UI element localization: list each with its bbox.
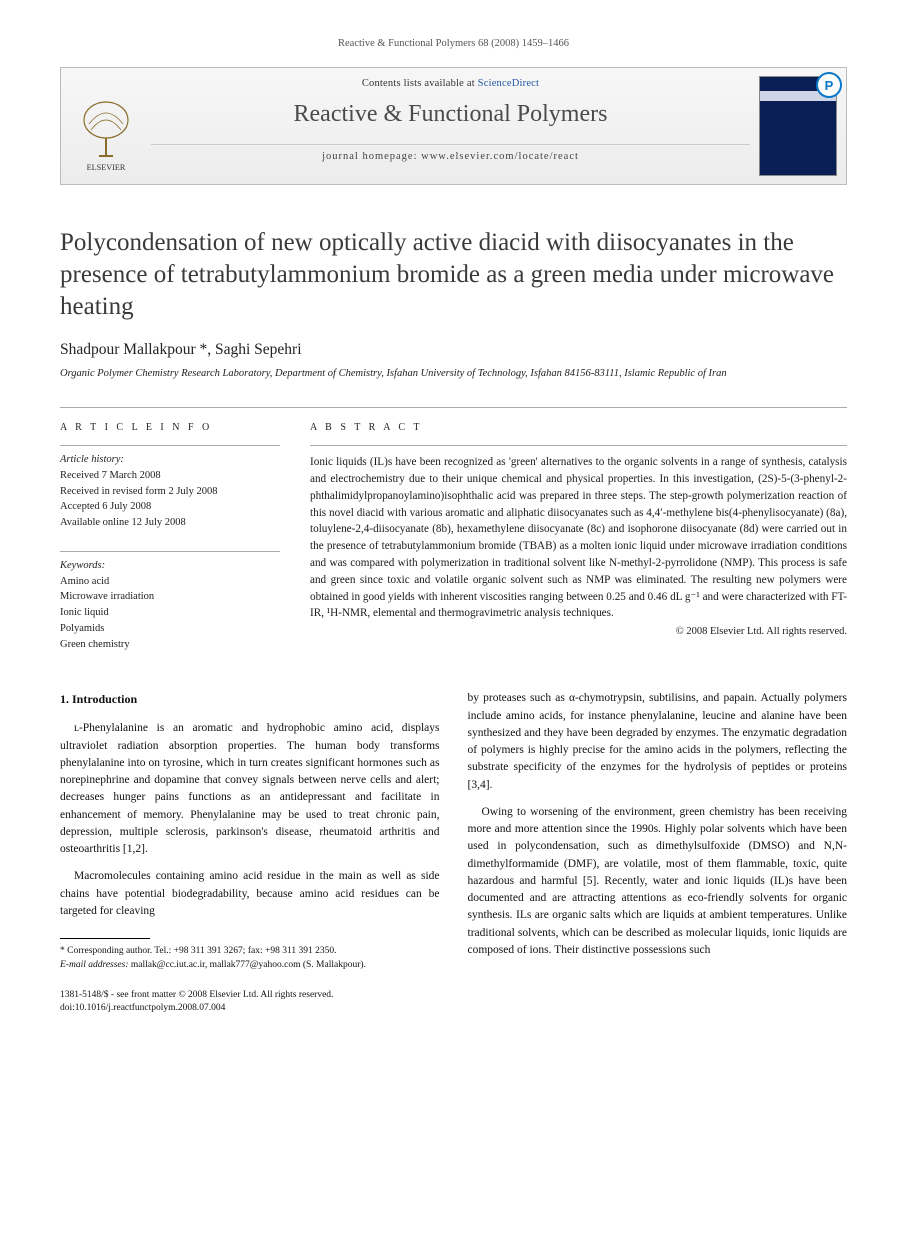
corresponding-author-note: * Corresponding author. Tel.: +98 311 39… (60, 945, 440, 959)
history-line: Accepted 6 July 2008 (60, 501, 151, 512)
keyword: Amino acid (60, 576, 109, 587)
peer-review-badge-icon: P (816, 72, 842, 98)
email-addresses[interactable]: mallak@cc.iut.ac.ir, mallak777@yahoo.com… (129, 960, 366, 970)
body-paragraph: ʟ-Phenylalanine is an aromatic and hydro… (60, 720, 440, 858)
keywords-block: Keywords: Amino acid Microwave irradiati… (60, 551, 280, 653)
article-title: Polycondensation of new optically active… (60, 227, 847, 323)
body-column-left: 1. Introduction ʟ-Phenylalanine is an ar… (60, 690, 440, 1015)
doi-line[interactable]: doi:10.1016/j.reactfunctpolym.2008.07.00… (60, 1002, 440, 1015)
abstract-copyright: © 2008 Elsevier Ltd. All rights reserved… (310, 626, 847, 637)
front-matter-line: 1381-5148/$ - see front matter © 2008 El… (60, 989, 440, 1016)
contents-prefix: Contents lists available at (362, 78, 478, 89)
history-label: Article history: (60, 454, 124, 465)
journal-homepage-line: journal homepage: www.elsevier.com/locat… (151, 144, 750, 168)
email-line: E-mail addresses: mallak@cc.iut.ac.ir, m… (60, 959, 440, 973)
abstract-text: Ionic liquids (IL)s have been recognized… (310, 445, 847, 622)
corr-label: * Corresponding author. (60, 946, 154, 956)
body-paragraph: Owing to worsening of the environment, g… (468, 804, 848, 959)
author-list: Shadpour Mallakpour *, Saghi Sepehri (60, 341, 847, 359)
section-1-heading: 1. Introduction (60, 690, 440, 708)
publisher-logo-cell: ELSEVIER (61, 68, 151, 184)
footnotes: * Corresponding author. Tel.: +98 311 39… (60, 945, 440, 973)
article-info-heading: A R T I C L E I N F O (60, 422, 280, 433)
abstract-heading: A B S T R A C T (310, 422, 847, 433)
affiliation: Organic Polymer Chemistry Research Labor… (60, 367, 847, 381)
cover-thumb-cell: P (750, 68, 846, 184)
email-label: E-mail addresses: (60, 960, 129, 970)
homepage-url[interactable]: www.elsevier.com/locate/react (421, 151, 579, 162)
keyword: Green chemistry (60, 639, 130, 650)
keywords-label: Keywords: (60, 560, 105, 571)
body-column-right: by proteases such as α-chymotrypsin, sub… (468, 690, 848, 1015)
keyword: Ionic liquid (60, 607, 109, 618)
corr-text: Tel.: +98 311 391 3267; fax: +98 311 391… (154, 946, 336, 956)
journal-name: Reactive & Functional Polymers (151, 101, 750, 128)
issn-line: 1381-5148/$ - see front matter © 2008 El… (60, 989, 440, 1002)
history-line: Available online 12 July 2008 (60, 517, 186, 528)
journal-masthead: ELSEVIER Contents lists available at Sci… (60, 67, 847, 185)
footnote-separator (60, 938, 150, 939)
history-line: Received 7 March 2008 (60, 470, 161, 481)
svg-text:ELSEVIER: ELSEVIER (87, 163, 126, 172)
body-paragraph: by proteases such as α-chymotrypsin, sub… (468, 690, 848, 794)
history-line: Received in revised form 2 July 2008 (60, 486, 217, 497)
sciencedirect-link[interactable]: ScienceDirect (478, 78, 539, 89)
running-header: Reactive & Functional Polymers 68 (2008)… (60, 38, 847, 49)
elsevier-tree-icon: ELSEVIER (71, 96, 141, 174)
contents-available-line: Contents lists available at ScienceDirec… (151, 78, 750, 89)
body-paragraph: Macromolecules containing amino acid res… (60, 868, 440, 920)
homepage-prefix: journal homepage: (322, 151, 421, 162)
article-history: Article history: Received 7 March 2008 R… (60, 445, 280, 531)
keyword: Microwave irradiation (60, 591, 154, 602)
keyword: Polyamids (60, 623, 104, 634)
